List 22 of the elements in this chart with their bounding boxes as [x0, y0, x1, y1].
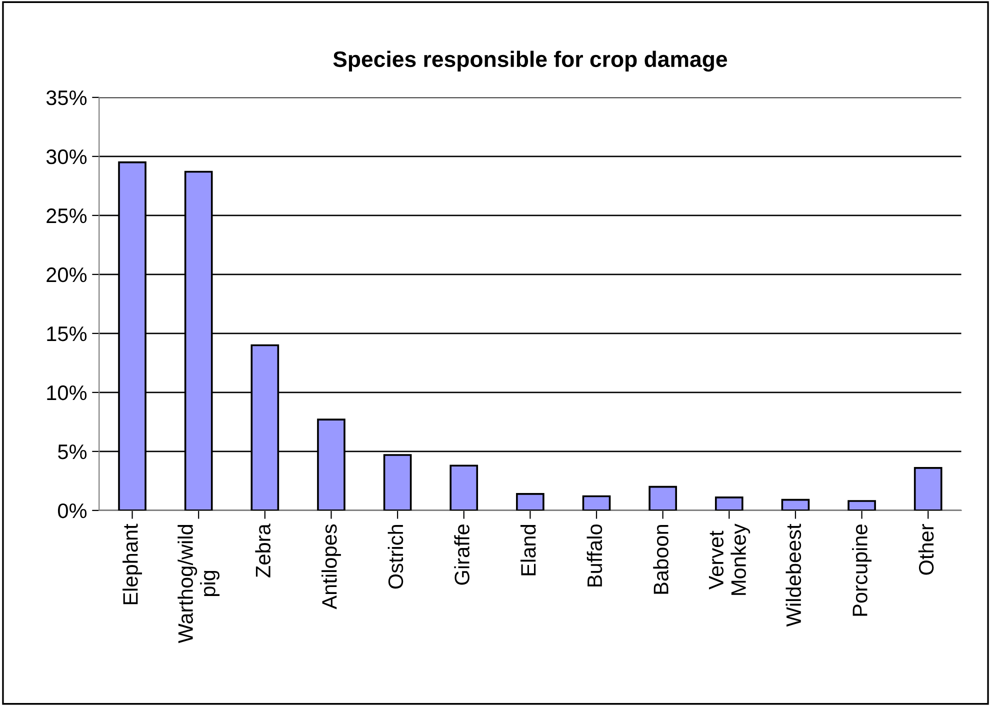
- x-tick-label: Antilopes: [322, 524, 341, 610]
- x-tick-label: Eland: [520, 524, 536, 576]
- y-tick-label: 10%: [47, 385, 87, 400]
- chart-title: Species responsible for crop damage: [333, 50, 728, 72]
- x-tick-label: Vervet Monkey: [708, 524, 750, 595]
- y-tick-label: 30%: [46, 149, 87, 164]
- y-tick-label: 20%: [46, 267, 87, 282]
- x-tick-label: Zebra: [255, 524, 270, 578]
- x-tick-label: Ostrich: [388, 524, 404, 589]
- x-tick-label: Other: [918, 524, 934, 575]
- y-tick-label: 35%: [46, 90, 87, 106]
- x-tick-label: Baboon: [653, 524, 668, 594]
- y-tick-label: 5%: [58, 444, 87, 460]
- x-tick-label: Elephant: [122, 524, 142, 604]
- x-tick-label: Buffalo: [586, 524, 602, 586]
- y-tick-label: 15%: [47, 326, 87, 342]
- x-tick-label: Wildebeest: [786, 524, 802, 627]
- x-tick-label: Warthog/wild pig: [178, 524, 220, 644]
- x-tick-label: Giraffe: [454, 524, 470, 585]
- y-tick-label: 25%: [46, 208, 87, 224]
- x-tick-label: Porcupine: [852, 524, 872, 616]
- y-tick-label: 0%: [58, 503, 87, 518]
